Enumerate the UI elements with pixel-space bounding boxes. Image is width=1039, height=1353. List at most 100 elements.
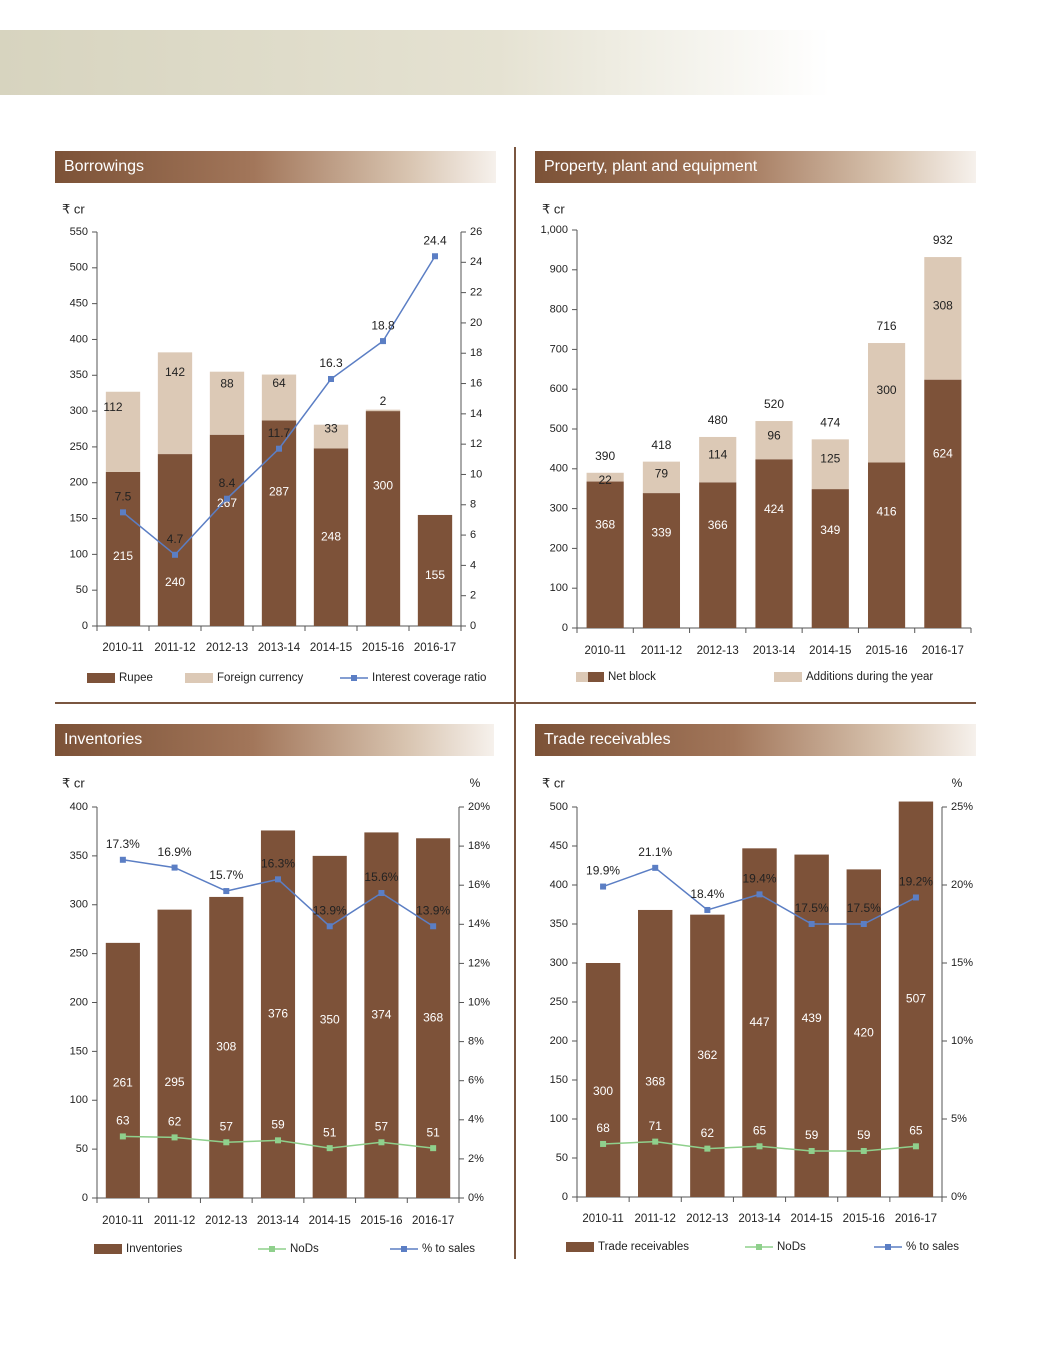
borrowings-ytick-label: 0 xyxy=(82,620,88,632)
ppe-legend-label: Net block xyxy=(608,671,656,683)
inventories-y2tick-label: 0% xyxy=(468,1192,484,1204)
inventories-line-label: 15.6% xyxy=(364,870,398,884)
ppe-bar xyxy=(586,481,624,628)
borrowings-y2tick-label: 4 xyxy=(470,559,476,571)
borrowings-category-label: 2012-13 xyxy=(206,642,248,654)
receivables-legend-marker xyxy=(885,1244,891,1250)
ppe-ytick-label: 200 xyxy=(550,542,568,554)
borrowings-line-label: 8.4 xyxy=(219,476,236,490)
ppe-ytick-label: 300 xyxy=(550,503,568,515)
receivables-ytick-label: 250 xyxy=(550,996,568,1008)
receivables-line-label: 71 xyxy=(649,1119,663,1133)
ppe-additions-label: 125 xyxy=(820,451,840,465)
inventories-y2tick-label: 20% xyxy=(468,801,490,813)
ppe-netblock-label: 424 xyxy=(764,502,784,516)
ppe-ytick-label: 400 xyxy=(550,463,568,475)
inventories-legend-marker xyxy=(401,1246,407,1252)
inventories-line-label: 13.9% xyxy=(313,903,347,917)
borrowings-y2tick-label: 22 xyxy=(470,287,482,299)
borrowings-bar xyxy=(365,411,401,626)
borrowings-ytick-label: 500 xyxy=(70,262,88,274)
inventories-bar-label: 350 xyxy=(320,1012,340,1026)
inventories-legend-marker xyxy=(269,1246,275,1252)
borrowings-ytick-label: 250 xyxy=(70,441,88,453)
inventories-bar-label: 374 xyxy=(371,1007,391,1021)
inventories-line-point xyxy=(378,1139,385,1146)
receivables-legend-label: % to sales xyxy=(906,1241,959,1253)
receivables-line-point xyxy=(704,906,711,913)
borrowings-y2tick-label: 14 xyxy=(470,408,482,420)
inventories-line-label: 63 xyxy=(116,1114,130,1128)
inventories-line-label: 57 xyxy=(375,1119,389,1133)
inventories-ytick-label: 50 xyxy=(76,1143,88,1155)
receivables-ytick-label: 300 xyxy=(550,957,568,969)
ppe-ytick-label: 500 xyxy=(550,423,568,435)
ppe-total-label: 520 xyxy=(764,397,784,411)
borrowings-line-label: 11.7 xyxy=(268,426,291,440)
ppe-additions-label: 96 xyxy=(767,428,781,442)
receivables-bar xyxy=(638,909,673,1197)
receivables-line-point xyxy=(652,1138,659,1145)
receivables-ylabel: ₹ cr xyxy=(542,775,565,790)
inventories-bar xyxy=(260,830,296,1198)
borrowings-y2tick-label: 0 xyxy=(470,620,476,632)
borrowings-bar xyxy=(261,420,297,626)
borrowings-bar xyxy=(105,391,141,472)
receivables-category-label: 2015-16 xyxy=(843,1213,885,1225)
borrowings-bar xyxy=(157,352,193,455)
borrowings-legend-marker xyxy=(351,675,357,681)
receivables-y2tick-label: 20% xyxy=(951,879,973,891)
borrowings-y2tick-label: 20 xyxy=(470,317,482,329)
inventories-line-label: 51 xyxy=(323,1125,337,1139)
inventories-y2label: % xyxy=(470,776,481,790)
receivables-line-label: 17.5% xyxy=(795,901,829,915)
inventories-bar-label: 376 xyxy=(268,1006,288,1020)
ppe-additions-label: 308 xyxy=(933,298,953,312)
ppe-netblock-label: 624 xyxy=(933,446,953,460)
borrowings-bar xyxy=(261,374,297,421)
ppe-additions-label: 300 xyxy=(877,383,897,397)
inventories-line-point xyxy=(171,1134,178,1141)
inventories-ytick-label: 150 xyxy=(70,1045,88,1057)
receivables-line-label: 21.1% xyxy=(638,845,672,859)
ppe-netblock-label: 339 xyxy=(651,526,671,540)
ppe-bar xyxy=(642,493,681,628)
ppe-ylabel: ₹ cr xyxy=(542,201,565,216)
borrowings-rupee-label: 240 xyxy=(165,575,185,589)
inventories-category-label: 2014-15 xyxy=(309,1215,351,1227)
receivables-ytick-label: 0 xyxy=(562,1191,568,1203)
receivables-category-label: 2011-12 xyxy=(635,1213,676,1225)
borrowings-rupee-label: 267 xyxy=(217,496,237,510)
borrowings-rupee-label: 248 xyxy=(321,529,341,543)
ppe-bar xyxy=(867,462,906,628)
borrowings-ytick-label: 100 xyxy=(70,548,88,560)
receivables-line-point xyxy=(808,1147,815,1154)
inventories-bar xyxy=(105,942,140,1198)
ppe-ytick-label: 100 xyxy=(550,582,568,594)
receivables-line-point xyxy=(912,1143,919,1150)
borrowings-y2tick-label: 6 xyxy=(470,529,476,541)
receivables-line-point xyxy=(652,864,659,871)
borrowings-line-point xyxy=(276,445,282,452)
receivables-ytick-label: 100 xyxy=(550,1113,568,1125)
receivables-y2tick-label: 10% xyxy=(951,1035,973,1047)
ppe-ytick-label: 800 xyxy=(550,304,568,316)
ppe-legend-swatch xyxy=(576,672,588,682)
borrowings-line-label: 7.5 xyxy=(115,490,132,504)
receivables-y2tick-label: 25% xyxy=(951,801,973,813)
inventories-line-label: 15.7% xyxy=(209,868,243,882)
receivables-legend-label: NoDs xyxy=(777,1241,806,1253)
ppe-bar xyxy=(642,461,681,494)
receivables-line-label: 17.5% xyxy=(847,901,881,915)
inventories-line-point xyxy=(430,923,437,930)
ppe-category-label: 2014-15 xyxy=(809,645,851,657)
receivables-bar-label: 368 xyxy=(645,1074,665,1088)
inventories-ytick-label: 100 xyxy=(70,1094,88,1106)
inventories-line-point xyxy=(378,890,385,897)
borrowings-foreign-label: 112 xyxy=(103,400,122,414)
ppe-netblock-label: 349 xyxy=(820,523,840,537)
inventories-line-point xyxy=(275,1137,281,1144)
receivables-category-label: 2012-13 xyxy=(686,1213,728,1225)
borrowings-y2tick-label: 2 xyxy=(470,590,476,602)
